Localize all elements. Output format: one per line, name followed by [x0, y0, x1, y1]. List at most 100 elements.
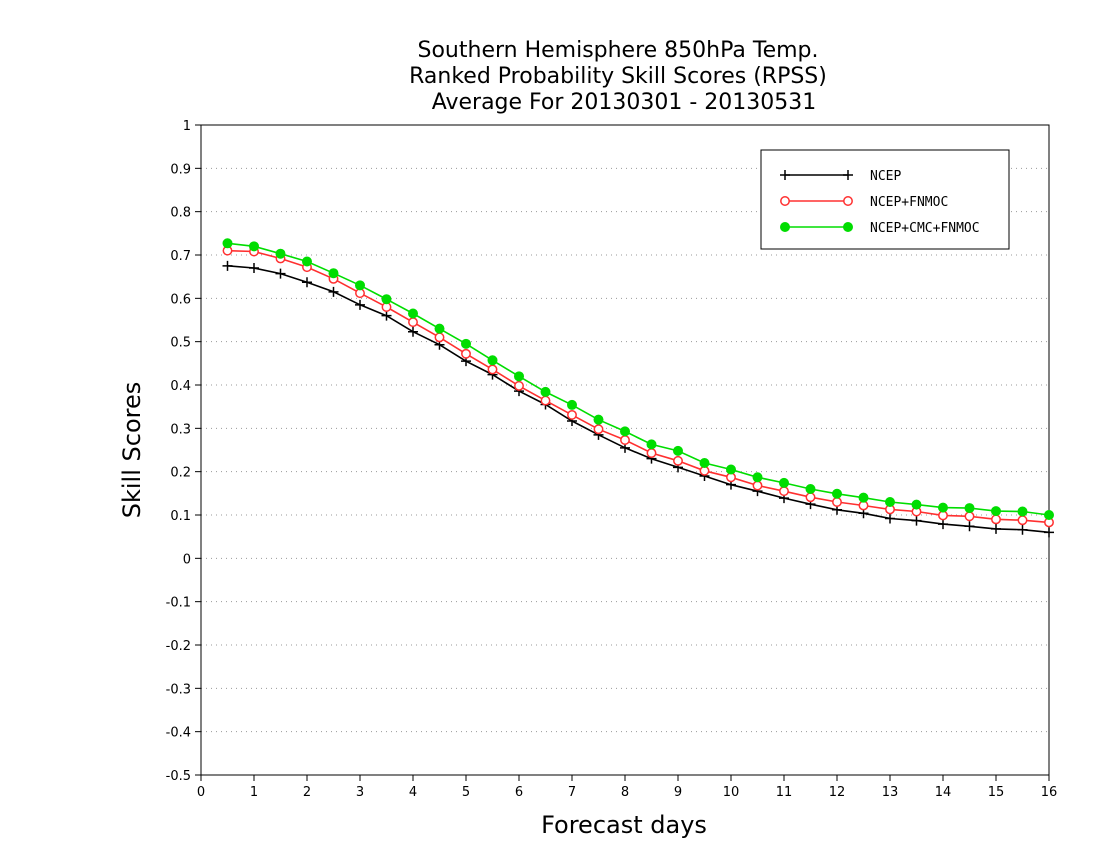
- data-point: [567, 399, 577, 410]
- y-tick-label: -0.3: [166, 682, 191, 697]
- series-line: [227, 265, 1050, 534]
- data-point: [938, 502, 948, 513]
- y-tick-label: 0.7: [170, 249, 191, 264]
- data-point: [646, 439, 657, 450]
- data-point: [780, 196, 790, 206]
- data-point: [752, 480, 763, 491]
- data-point: [779, 477, 789, 488]
- data-point: [991, 506, 1001, 517]
- data-point: [1044, 527, 1054, 538]
- data-point: [1017, 524, 1028, 535]
- data-point: [355, 280, 365, 291]
- y-tick-label: 1: [183, 119, 191, 134]
- data-point: [487, 364, 498, 375]
- legend-box: [760, 149, 1010, 250]
- data-point: [620, 426, 630, 437]
- data-point: [832, 488, 842, 499]
- data-point: [328, 286, 339, 297]
- x-tick-label: 10: [723, 785, 740, 800]
- x-tick-label: 14: [935, 785, 952, 800]
- data-point: [1017, 506, 1028, 517]
- data-point: [514, 380, 524, 391]
- data-point: [779, 486, 789, 497]
- x-tick-label: 2: [303, 785, 311, 800]
- data-point: [381, 310, 392, 321]
- axis-ticks: 1 0.9 0.8 0.7 0.6 0.5 0.4 0.3 0.2 0.1 0 -0.1 -0.2 -0.…: [166, 119, 1058, 800]
- data-point: [911, 499, 922, 510]
- x-tick-label: 1: [250, 785, 258, 800]
- series-line: [227, 249, 1050, 524]
- data-point: [540, 386, 551, 397]
- legend-entry: NCEP: [780, 169, 901, 184]
- legend-entry: NCEP+FNMOC: [780, 195, 948, 210]
- y-tick-label: 0.4: [170, 379, 191, 394]
- series-line: [227, 242, 1050, 516]
- data-point: [302, 256, 312, 267]
- data-point: [885, 513, 895, 524]
- data-point: [780, 170, 790, 180]
- data-point: [222, 260, 233, 271]
- data-point: [249, 241, 259, 252]
- series-ncep-fnmoc: [222, 245, 1054, 528]
- data-point: [434, 323, 445, 334]
- y-tick-label: 0.1: [170, 509, 191, 524]
- title-line-1: Southern Hemisphere 850hPa Temp.: [418, 38, 819, 63]
- data-point: [843, 196, 853, 206]
- legend: NCEP NCEP+FNMOC NCEP+CMC+FNMOC: [760, 149, 1010, 250]
- series-layer: [222, 238, 1054, 538]
- y-tick-label: 0.6: [170, 292, 191, 307]
- y-tick-label: 0.3: [170, 422, 191, 437]
- x-tick-label: 8: [621, 785, 629, 800]
- x-tick-label: 12: [829, 785, 846, 800]
- y-tick-label: -0.4: [166, 726, 191, 741]
- x-tick-label: 0: [197, 785, 205, 800]
- data-point: [434, 332, 445, 343]
- legend-label: NCEP+FNMOC: [870, 195, 948, 210]
- data-point: [514, 371, 524, 382]
- data-point: [540, 395, 551, 406]
- legend-entry: NCEP+CMC+FNMOC: [780, 221, 980, 236]
- y-tick-label: 0.5: [170, 336, 191, 351]
- legend-label: NCEP+CMC+FNMOC: [870, 221, 980, 236]
- data-point: [1017, 515, 1028, 526]
- data-point: [408, 317, 418, 328]
- data-point: [964, 511, 975, 522]
- chart-title: Southern Hemisphere 850hPa Temp. Ranked …: [409, 38, 827, 115]
- data-point: [461, 348, 471, 359]
- data-point: [991, 523, 1001, 534]
- x-tick-label: 7: [568, 785, 576, 800]
- data-point: [805, 484, 816, 494]
- data-point: [487, 355, 498, 366]
- data-point: [620, 435, 630, 445]
- data-point: [275, 268, 286, 279]
- y-axis-title: Skill Scores: [118, 382, 146, 519]
- y-tick-label: -0.2: [166, 639, 191, 654]
- x-tick-label: 4: [409, 785, 417, 800]
- data-point: [843, 170, 853, 180]
- data-point: [699, 458, 710, 468]
- data-point: [408, 308, 418, 319]
- data-point: [885, 497, 895, 507]
- x-tick-label: 3: [356, 785, 364, 800]
- x-tick-label: 13: [882, 785, 899, 800]
- data-point: [858, 492, 869, 503]
- x-axis-title: Forecast days: [541, 811, 707, 839]
- x-tick-label: 15: [988, 785, 1005, 800]
- legend-label: NCEP: [870, 169, 901, 184]
- y-tick-label: 0.8: [170, 206, 191, 221]
- data-point: [805, 492, 816, 503]
- data-point: [673, 445, 683, 456]
- data-point: [646, 448, 657, 458]
- y-tick-label: -0.1: [166, 596, 191, 611]
- data-point: [964, 521, 975, 532]
- data-point: [911, 515, 922, 526]
- data-point: [832, 497, 842, 507]
- data-point: [964, 503, 975, 514]
- data-point: [752, 472, 763, 483]
- data-point: [302, 277, 312, 288]
- y-tick-label: 0.9: [170, 162, 191, 177]
- data-point: [991, 514, 1001, 525]
- data-point: [843, 222, 853, 232]
- data-point: [1044, 510, 1054, 520]
- data-point: [567, 409, 577, 420]
